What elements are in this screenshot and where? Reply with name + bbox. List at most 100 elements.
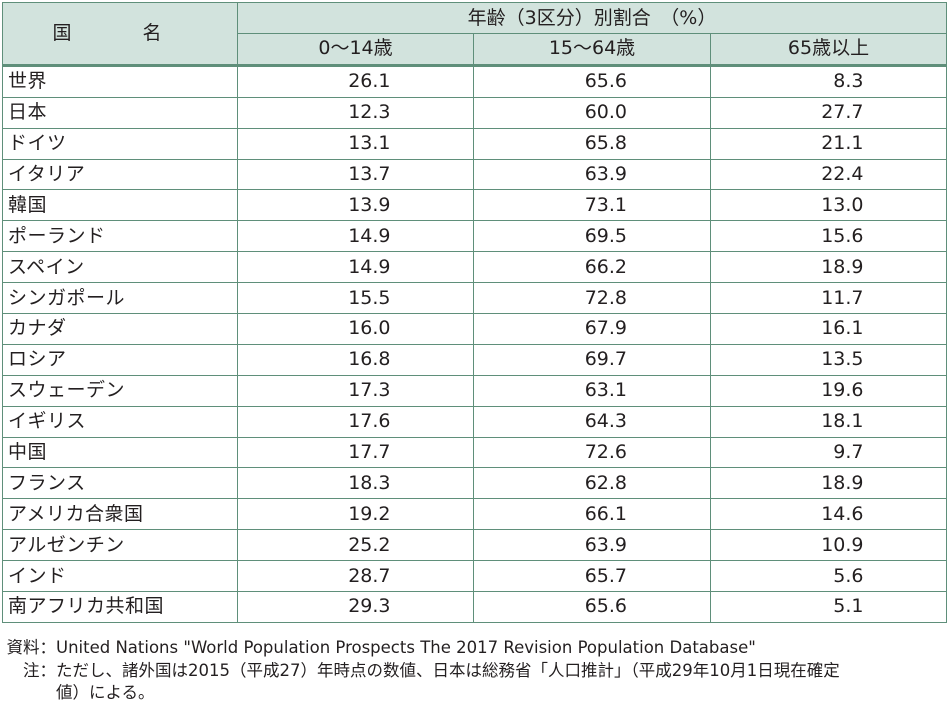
value-text: 28.7 [348,564,391,587]
value-15-64: 73.1 [473,189,711,222]
table-body: 世界 26.1 65.6 8.3 日本 12.3 60.0 27.7 ドイツ 13.1 65.8 21… [2,63,947,623]
table-row: ポーランド 14.9 69.5 15.6 [2,220,947,253]
source-text: United Nations "World Population Prospec… [56,638,756,657]
value-0-14: 13.1 [237,127,474,160]
value-text: 69.7 [584,348,627,371]
table-row: フランス 18.3 62.8 18.9 [2,467,947,500]
country-name: イギリス [2,405,238,438]
value-text: 25.2 [348,533,391,556]
value-text: 8.3 [833,70,864,93]
value-text: 18.9 [821,255,864,278]
footnote-text-line1: ただし、諸外国は2015（平成27）年時点の数値、日本は総務省「人口推計」（平成… [56,660,840,680]
population-age-table: 国 名 年齢（3区分）別割合 （%） 0〜14歳 15〜64歳 65歳以上 世界… [2,2,947,623]
value-65-plus: 5.1 [710,591,947,623]
country-name: ドイツ [2,127,238,160]
table-row: アメリカ合衆国 19.2 66.1 14.6 [2,498,947,531]
value-0-14: 13.7 [237,158,474,191]
value-0-14: 14.9 [237,220,474,253]
value-text: 17.7 [348,441,391,464]
value-text: 29.3 [348,595,391,618]
country-name: シンガポール [2,282,238,315]
value-15-64: 65.7 [473,560,711,593]
value-text: 13.1 [348,132,391,155]
table-row: アルゼンチン 25.2 63.9 10.9 [2,529,947,562]
value-text: 16.1 [821,317,864,340]
value-15-64: 66.2 [473,251,711,284]
table-header: 国 名 年齢（3区分）別割合 （%） 0〜14歳 15〜64歳 65歳以上 [2,2,947,66]
value-text: 18.3 [348,471,391,494]
value-65-plus: 22.4 [710,158,947,191]
col-0-14-header: 0〜14歳 [237,33,474,66]
country-name: 韓国 [2,189,238,222]
value-text: 13.7 [348,163,391,185]
col-65-plus-header: 65歳以上 [710,33,947,66]
value-text: 19.6 [821,379,864,402]
value-15-64: 65.6 [473,591,711,623]
value-text: 14.6 [821,502,864,525]
value-65-plus: 16.1 [710,313,947,345]
country-name: スペイン [2,251,238,284]
country-column-header: 国 名 [2,2,238,66]
value-text: 63.9 [584,163,627,185]
table-row: イギリス 17.6 64.3 18.1 [2,405,947,438]
col-15-64-header: 15〜64歳 [473,33,711,66]
value-text: 65.7 [584,564,627,587]
value-text: 14.9 [348,255,391,278]
value-65-plus: 15.6 [710,220,947,253]
value-text: 65.6 [584,595,627,618]
value-text: 73.1 [584,193,627,216]
value-65-plus: 13.0 [710,189,947,222]
value-0-14: 18.3 [237,467,474,500]
value-text: 64.3 [584,410,627,433]
value-0-14: 19.2 [237,498,474,531]
footnote-text-line2: 値）による。 [56,683,155,702]
value-text: 66.1 [584,502,627,525]
table-row: インド 28.7 65.7 5.6 [2,560,947,593]
country-name: スウェーデン [2,374,238,407]
value-0-14: 16.0 [237,313,474,345]
value-65-plus: 11.7 [710,282,947,315]
value-0-14: 26.1 [237,63,474,98]
table-row: イタリア 13.7 63.9 22.4 [2,158,947,191]
value-0-14: 17.7 [237,436,474,469]
value-text: 9.7 [833,441,864,464]
country-name: 日本 [2,96,238,129]
value-0-14: 25.2 [237,529,474,562]
value-text: 26.1 [348,70,391,93]
value-15-64: 69.7 [473,343,711,376]
footnote-continuation: 値）による。 [0,682,950,705]
value-text: 13.0 [821,193,864,216]
age-group-header: 年齢（3区分）別割合 （%） [237,2,947,34]
country-name: インド [2,560,238,593]
source-label: 資料： [6,638,57,657]
value-text: 16.0 [348,317,391,340]
value-text: 15.5 [348,286,391,309]
value-15-64: 67.9 [473,313,711,345]
value-text: 67.9 [584,317,627,340]
value-0-14: 17.6 [237,405,474,438]
value-65-plus: 18.9 [710,467,947,500]
country-name: アメリカ合衆国 [2,498,238,531]
value-15-64: 63.1 [473,374,711,407]
value-0-14: 13.9 [237,189,474,222]
value-text: 72.6 [584,441,627,464]
notes: 資料： United Nations "World Population Pro… [0,637,950,705]
value-text: 63.9 [584,533,627,556]
value-65-plus: 10.9 [710,529,947,562]
value-15-64: 63.9 [473,158,711,191]
country-name: ポーランド [2,220,238,253]
table-row: 日本 12.3 60.0 27.7 [2,96,947,129]
value-65-plus: 18.1 [710,405,947,438]
value-15-64: 65.8 [473,127,711,160]
value-text: 16.8 [348,348,391,371]
table-row: ドイツ 13.1 65.8 21.1 [2,127,947,160]
table-row: 中国 17.7 72.6 9.7 [2,436,947,469]
value-text: 27.7 [821,101,864,124]
value-text: 69.5 [584,224,627,247]
value-text: 17.6 [348,410,391,433]
value-65-plus: 13.5 [710,343,947,376]
value-0-14: 29.3 [237,591,474,623]
value-text: 18.1 [821,410,864,433]
country-name: 中国 [2,436,238,469]
value-0-14: 16.8 [237,343,474,376]
